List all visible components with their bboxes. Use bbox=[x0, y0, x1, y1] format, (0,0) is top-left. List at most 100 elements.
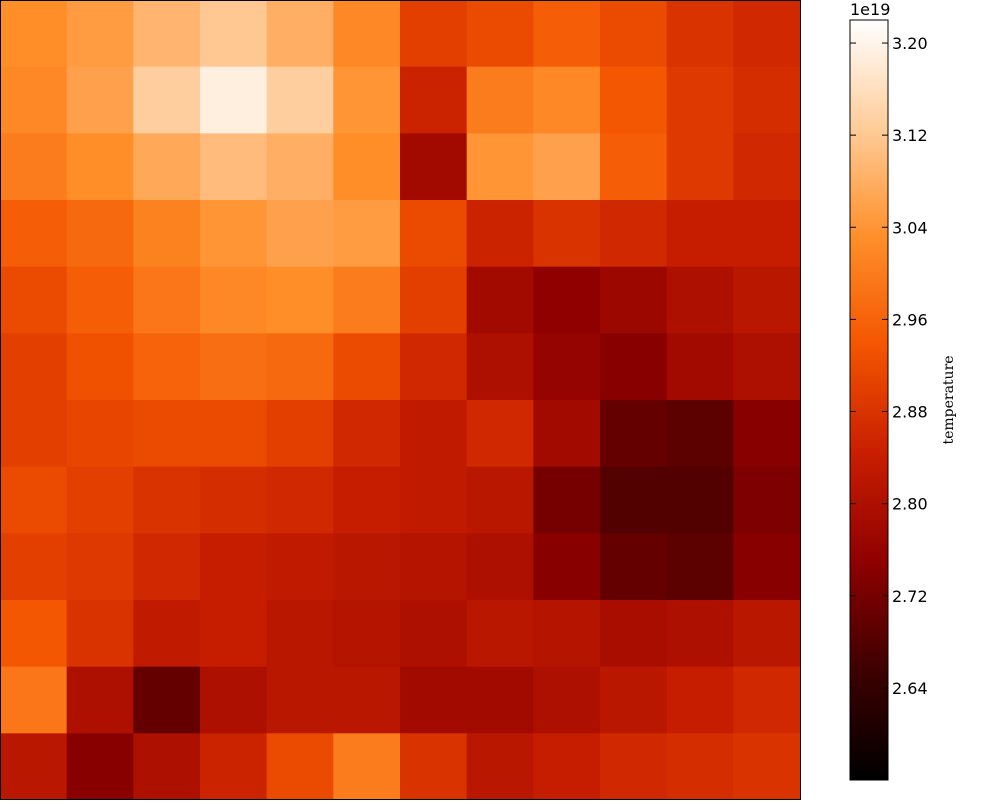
heatmap-cell bbox=[266, 133, 334, 201]
heatmap-cell bbox=[200, 66, 268, 134]
colorbar-tick-label: 2.64 bbox=[892, 679, 928, 698]
heatmap-cell bbox=[133, 133, 201, 201]
heatmap-cell bbox=[400, 333, 468, 401]
colorbar-tick-label: 2.88 bbox=[892, 403, 928, 422]
heatmap-cell bbox=[200, 666, 268, 734]
heatmap-cell bbox=[600, 200, 668, 268]
heatmap-cell bbox=[600, 466, 668, 534]
heatmap-cell bbox=[333, 466, 401, 534]
heatmap-cell bbox=[133, 533, 201, 601]
heatmap-cell bbox=[400, 533, 468, 601]
heatmap-cell bbox=[66, 266, 134, 334]
colorbar-tick-label: 3.12 bbox=[892, 126, 928, 145]
heatmap-cell bbox=[0, 466, 68, 534]
heatmap-cell bbox=[200, 466, 268, 534]
heatmap-cell bbox=[66, 533, 134, 601]
heatmap-cell bbox=[533, 266, 601, 334]
heatmap-panel bbox=[0, 0, 801, 801]
heatmap-cell bbox=[533, 466, 601, 534]
heatmap-cells bbox=[0, 0, 801, 801]
heatmap-cell bbox=[133, 600, 201, 668]
colorbar: 1e19 2.64 2.72 2.80 2.88 2.96 3.04 3.12 3.20 te… bbox=[840, 0, 1000, 800]
heatmap-cell bbox=[0, 266, 68, 334]
heatmap-cell bbox=[733, 466, 801, 534]
heatmap-cell bbox=[533, 133, 601, 201]
heatmap-cell bbox=[0, 400, 68, 468]
heatmap-cell bbox=[733, 733, 801, 801]
heatmap-cell bbox=[133, 400, 201, 468]
colorbar-label: temperature bbox=[941, 355, 957, 444]
heatmap-cell bbox=[133, 66, 201, 134]
heatmap-cell bbox=[733, 0, 801, 68]
heatmap-cell bbox=[466, 333, 534, 401]
heatmap-cell bbox=[400, 666, 468, 734]
heatmap-cell bbox=[400, 466, 468, 534]
heatmap-cell bbox=[666, 666, 734, 734]
heatmap-cell bbox=[66, 0, 134, 68]
colorbar-gradient bbox=[849, 19, 889, 781]
heatmap-cell bbox=[200, 0, 268, 68]
heatmap-cell bbox=[733, 400, 801, 468]
heatmap-cell bbox=[733, 66, 801, 134]
heatmap-cell bbox=[400, 66, 468, 134]
temperature-heatmap bbox=[0, 0, 801, 801]
heatmap-cell bbox=[666, 600, 734, 668]
heatmap-cell bbox=[666, 0, 734, 68]
heatmap-cell bbox=[466, 133, 534, 201]
heatmap-cell bbox=[400, 400, 468, 468]
heatmap-cell bbox=[666, 200, 734, 268]
heatmap-cell bbox=[333, 600, 401, 668]
heatmap-cell bbox=[333, 733, 401, 801]
heatmap-cell bbox=[266, 0, 334, 68]
heatmap-cell bbox=[66, 333, 134, 401]
heatmap-cell bbox=[133, 666, 201, 734]
heatmap-cell bbox=[666, 400, 734, 468]
heatmap-cell bbox=[533, 400, 601, 468]
heatmap-cell bbox=[0, 733, 68, 801]
heatmap-cell bbox=[0, 533, 68, 601]
colorbar-svg: 1e19 2.64 2.72 2.80 2.88 2.96 3.04 3.12 3.20 te… bbox=[849, 0, 957, 781]
heatmap-cell bbox=[466, 400, 534, 468]
heatmap-cell bbox=[333, 200, 401, 268]
heatmap-cell bbox=[0, 666, 68, 734]
heatmap-cell bbox=[333, 666, 401, 734]
heatmap-cell bbox=[733, 200, 801, 268]
heatmap-cell bbox=[0, 333, 68, 401]
heatmap-cell bbox=[0, 200, 68, 268]
heatmap-cell bbox=[133, 266, 201, 334]
heatmap-cell bbox=[600, 0, 668, 68]
heatmap-cell bbox=[333, 0, 401, 68]
heatmap-cell bbox=[333, 533, 401, 601]
heatmap-cell bbox=[66, 66, 134, 134]
heatmap-cell bbox=[66, 400, 134, 468]
heatmap-cell bbox=[466, 666, 534, 734]
heatmap-cell bbox=[333, 333, 401, 401]
heatmap-cell bbox=[666, 266, 734, 334]
colorbar-offset-text: 1e19 bbox=[850, 0, 890, 19]
heatmap-cell bbox=[200, 200, 268, 268]
heatmap-cell bbox=[466, 266, 534, 334]
heatmap-cell bbox=[266, 333, 334, 401]
heatmap-cell bbox=[0, 600, 68, 668]
heatmap-cell bbox=[133, 0, 201, 68]
heatmap-cell bbox=[266, 66, 334, 134]
heatmap-cell bbox=[333, 133, 401, 201]
heatmap-cell bbox=[666, 733, 734, 801]
heatmap-cell bbox=[533, 333, 601, 401]
heatmap-cell bbox=[733, 533, 801, 601]
heatmap-cell bbox=[600, 66, 668, 134]
heatmap-cell bbox=[66, 666, 134, 734]
heatmap-cell bbox=[133, 200, 201, 268]
heatmap-cell bbox=[600, 266, 668, 334]
heatmap-cell bbox=[600, 733, 668, 801]
heatmap-cell bbox=[0, 0, 68, 68]
heatmap-cell bbox=[666, 466, 734, 534]
colorbar-tick-label: 3.04 bbox=[892, 218, 928, 237]
heatmap-cell bbox=[733, 133, 801, 201]
heatmap-cell bbox=[333, 266, 401, 334]
heatmap-cell bbox=[66, 733, 134, 801]
heatmap-cell bbox=[600, 133, 668, 201]
heatmap-cell bbox=[266, 666, 334, 734]
heatmap-cell bbox=[600, 600, 668, 668]
colorbar-tick-label: 2.72 bbox=[892, 587, 928, 606]
